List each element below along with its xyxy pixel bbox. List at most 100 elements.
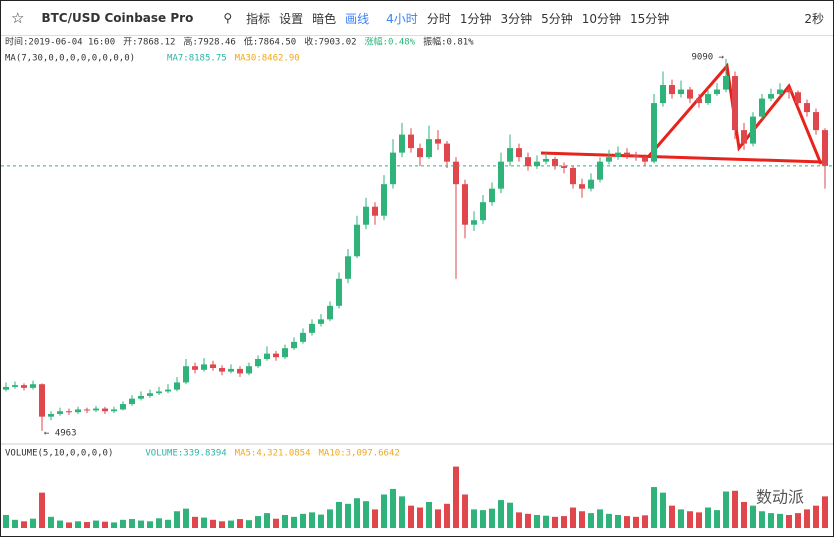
- indicator-btn[interactable]: 指标: [246, 11, 271, 26]
- volume-bar: [3, 514, 9, 528]
- interval-btn[interactable]: 15分钟: [630, 11, 670, 26]
- volume-bar: [255, 516, 261, 528]
- arrow: [647, 62, 823, 165]
- legend-text: MA30:8462.90: [235, 54, 300, 64]
- volume-bar: [471, 509, 477, 528]
- volume-bar: [111, 522, 117, 528]
- volume-bar: [174, 511, 180, 528]
- info-text: 开:7868.12: [123, 37, 175, 48]
- interval-btn[interactable]: 4小时: [386, 11, 418, 26]
- volume-bar: [183, 508, 189, 528]
- search-icon[interactable]: ⚲: [223, 11, 233, 25]
- candle-body: [219, 368, 225, 372]
- volume-bar: [669, 505, 675, 528]
- candle-body: [624, 152, 630, 156]
- candle-body: [210, 364, 216, 369]
- volume-bar: [813, 505, 819, 528]
- interval-btn[interactable]: 1分钟: [459, 11, 492, 26]
- toolbar: ☆ BTC/USD Coinbase Pro ⚲ 指标 设置 暗色 画线 4小时…: [1, 1, 833, 36]
- candle-body: [588, 179, 594, 189]
- interval-btn[interactable]: 分时: [426, 11, 451, 26]
- volume-bar: [210, 519, 216, 528]
- interval-btn[interactable]: 10分钟: [581, 11, 622, 26]
- volume-bar: [363, 501, 369, 528]
- candle-body: [534, 161, 540, 167]
- candle-body: [273, 353, 279, 358]
- candle-body: [75, 409, 81, 413]
- candle-body: [3, 386, 9, 390]
- candle-body: [138, 395, 144, 399]
- candle-body: [714, 89, 720, 95]
- candle-body: [363, 206, 369, 225]
- settings-btn[interactable]: 设置: [279, 11, 304, 26]
- volume-bar: [291, 516, 297, 528]
- candle-body: [327, 305, 333, 320]
- legend-text: MA(7,30,0,0,0,0,0,0,0,0): [5, 54, 135, 64]
- interval-btn[interactable]: 3分钟: [500, 11, 533, 26]
- candle-body: [399, 134, 405, 153]
- volume-bar: [273, 518, 279, 528]
- volume-bar: [480, 510, 486, 528]
- candle-body: [741, 130, 747, 144]
- candle-body: [498, 161, 504, 189]
- volume-bar: [408, 505, 414, 528]
- volume-bar: [192, 516, 198, 528]
- dark-btn[interactable]: 暗色: [312, 11, 337, 26]
- draw-btn[interactable]: 画线: [345, 11, 370, 26]
- candle-body: [786, 89, 792, 93]
- volume-bar: [282, 514, 288, 528]
- volume-bar: [57, 520, 63, 528]
- candle-body: [381, 184, 387, 216]
- candle-body: [129, 398, 135, 405]
- symbol[interactable]: BTC/USD Coinbase Pro: [41, 11, 194, 25]
- volume-bar: [453, 466, 459, 528]
- candle-body: [156, 391, 162, 394]
- candle-body: [480, 202, 486, 221]
- info-text: 高:7928.46: [183, 36, 235, 48]
- volume-bar: [651, 487, 657, 528]
- info-text: 时间:2019-06-04 16:00: [5, 36, 115, 48]
- candle-body: [246, 366, 252, 374]
- info-text: 涨幅:0.48%: [365, 36, 416, 48]
- candle-body: [687, 89, 693, 99]
- candle-body: [732, 76, 738, 131]
- info-text: 收:7903.02: [304, 36, 356, 48]
- candle-body: [552, 158, 558, 167]
- candle-body: [489, 188, 495, 203]
- volume-bar: [66, 522, 72, 528]
- candle-body: [651, 103, 657, 162]
- volume-bar: [336, 501, 342, 528]
- candle-body: [615, 152, 621, 158]
- volume-bar: [588, 513, 594, 528]
- candle-body: [669, 85, 675, 95]
- volume-bar: [129, 519, 135, 528]
- volume-bar: [606, 513, 612, 528]
- volume-bar: [435, 509, 441, 528]
- candle-body: [390, 152, 396, 185]
- volume-bar: [786, 514, 792, 528]
- volume-bar: [318, 514, 324, 528]
- info-text: 低:7864.50: [244, 36, 296, 48]
- candle-body: [165, 389, 171, 392]
- candle-body: [228, 368, 234, 372]
- volume-bar: [237, 519, 243, 528]
- star-icon[interactable]: ☆: [11, 9, 25, 27]
- interval-btn[interactable]: 2秒: [804, 11, 824, 26]
- volume-bar: [345, 503, 351, 528]
- volume-bar: [246, 520, 252, 528]
- volume-bar: [561, 516, 567, 528]
- legend-text: MA7:8185.75: [167, 54, 227, 64]
- volume-bar: [93, 520, 99, 528]
- volume-bar: [390, 488, 396, 528]
- candle-body: [777, 89, 783, 95]
- candle-body: [255, 358, 261, 367]
- candle-body: [66, 411, 72, 413]
- candle-body: [48, 413, 54, 417]
- candle-body: [174, 382, 180, 390]
- candle-body: [183, 366, 189, 383]
- interval-btn[interactable]: 5分钟: [541, 11, 573, 26]
- candle-body: [759, 98, 765, 117]
- candle-body: [84, 409, 90, 411]
- info-text: 振幅:0.81%: [423, 36, 474, 48]
